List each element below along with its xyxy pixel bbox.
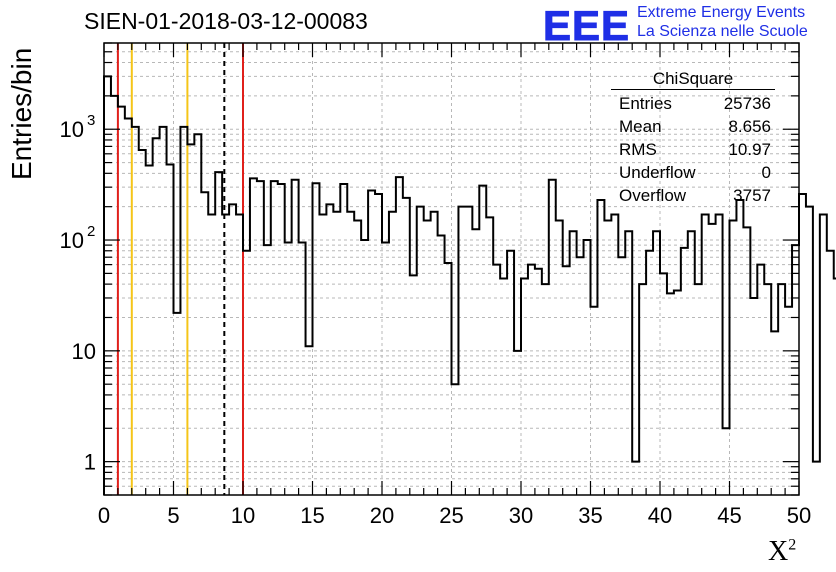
y-tick-label: 1: [84, 450, 96, 475]
stats-row-overflow: Overflow 3757: [611, 184, 775, 207]
histogram-line: [103, 75, 836, 495]
stats-value: 0: [761, 163, 771, 182]
x-tick-label: 25: [439, 503, 463, 528]
y-tick-label-exponent: 3: [87, 112, 95, 129]
stats-label: Overflow: [619, 186, 687, 205]
x-tick-label: 40: [648, 503, 672, 528]
stats-row-entries: Entries 25736: [611, 92, 775, 115]
stats-value: 3757: [733, 186, 771, 205]
x-tick-label: 20: [370, 503, 394, 528]
stats-row-mean: Mean 8.656: [611, 115, 775, 138]
stats-row-rms: RMS 10.97: [611, 138, 775, 161]
stats-value: 25736: [723, 94, 771, 113]
y-axis-label: Entries/bin: [6, 47, 37, 180]
stats-label: Entries: [619, 94, 672, 113]
chart-title: SIEN-01-2018-03-12-00083: [84, 8, 368, 34]
x-axis-label-base: X: [768, 536, 789, 567]
stats-label: Mean: [619, 117, 662, 136]
x-tick-label: 0: [98, 503, 110, 528]
stats-value: 10.97: [728, 140, 771, 159]
eee-logo-mark: EEE: [542, 2, 631, 50]
stats-divider: [611, 89, 775, 90]
y-tick-label: 10: [72, 339, 96, 364]
logo-text-line-2: La Scienza nelle Scuole: [637, 23, 808, 40]
grid-lines: [104, 43, 799, 495]
x-tick-label: 30: [509, 503, 533, 528]
x-tick-label: 5: [167, 503, 179, 528]
x-tick-label: 35: [578, 503, 602, 528]
stats-label: RMS: [619, 140, 657, 159]
x-tick-label: 45: [717, 503, 741, 528]
stats-label: Underflow: [619, 163, 696, 182]
x-tick-label: 50: [787, 503, 811, 528]
stats-value: 8.656: [728, 117, 771, 136]
y-tick-label: 10: [60, 117, 84, 142]
y-tick-label-exponent: 2: [87, 223, 95, 240]
x-tick-label: 15: [300, 503, 324, 528]
stats-box: ChiSquare Entries 25736 Mean 8.656 RMS 10.9…: [611, 69, 775, 207]
y-tick-label: 10: [60, 228, 84, 253]
x-axis-ticks: 0 5 10 15 20 25 30 35 40 45 50: [98, 43, 811, 528]
x-axis-label-sup: 2: [788, 536, 797, 554]
x-tick-label: 10: [231, 503, 255, 528]
logo-text-line-1: Extreme Energy Events: [637, 4, 806, 21]
stats-row-underflow: Underflow 0: [611, 161, 775, 184]
x-axis-label: X2: [768, 536, 796, 568]
stats-title: ChiSquare: [652, 69, 734, 88]
